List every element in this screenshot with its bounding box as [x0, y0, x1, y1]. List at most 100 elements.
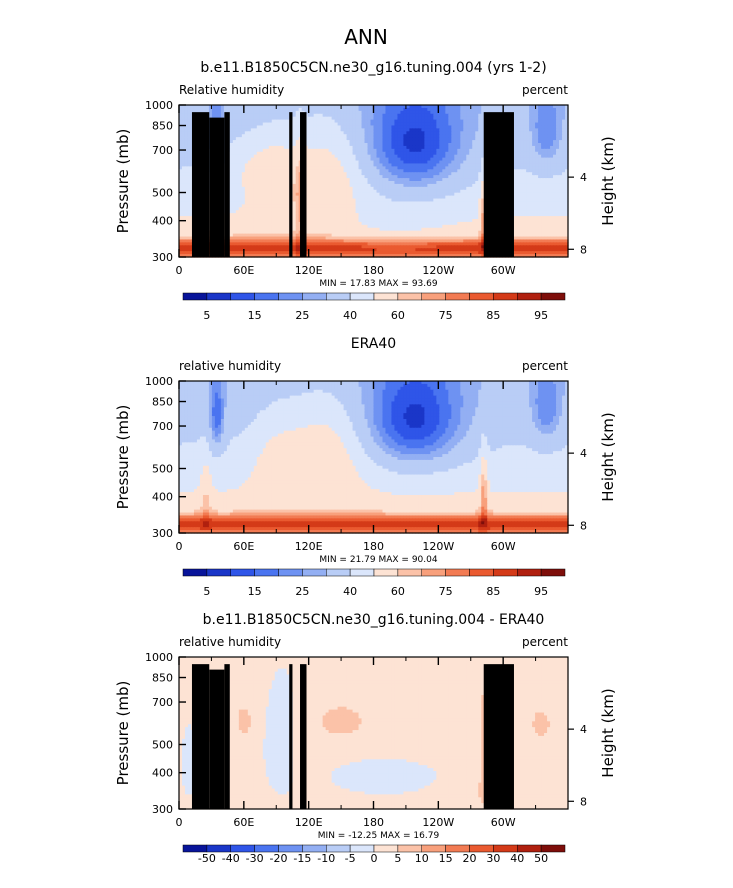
colorbar-label: -40: [222, 852, 240, 865]
y-tick-label: 850: [152, 672, 173, 685]
colorbar-swatch: [230, 292, 255, 301]
colorbar-swatch: [278, 568, 303, 577]
y-axis-label: Pressure (mb): [114, 681, 132, 786]
y-tick-label: 500: [152, 187, 173, 200]
colorbar-swatch: [302, 844, 327, 853]
height-tick-label: 8: [580, 795, 587, 808]
colorbar-swatch: [517, 568, 542, 577]
x-tick-label: 120W: [422, 540, 454, 553]
y-axis-label: Pressure (mb): [114, 129, 132, 234]
y-tick-label: 1000: [145, 375, 173, 388]
x-tick-label: 180: [363, 540, 384, 553]
x-tick-label: 60E: [233, 816, 254, 829]
colorbar-label: 95: [534, 585, 548, 598]
terrain-block-6: [483, 664, 514, 809]
x-tick-label: 180: [363, 816, 384, 829]
x-tick-label: 120W: [422, 264, 454, 277]
relative-humidity-field: [179, 381, 569, 534]
colorbar-swatch: [397, 568, 422, 577]
colorbar-swatch: [182, 292, 208, 301]
terrain-block-1: [191, 112, 210, 257]
colorbar-label: -10: [317, 852, 335, 865]
colorbar-swatch: [540, 292, 566, 301]
min-max-stats: MIN = 17.83 MAX = 93.69: [319, 279, 437, 289]
colorbar-label: 25: [295, 585, 309, 598]
colorbar-label: -30: [246, 852, 264, 865]
colorbar: 5 15 25 40 60 75 85 95: [182, 568, 566, 598]
colorbar-swatch: [349, 292, 375, 301]
y-tick-label: 400: [152, 215, 173, 228]
terrain-block-5: [300, 664, 307, 809]
colorbar-swatch: [326, 292, 351, 301]
colorbar-swatch: [445, 844, 470, 853]
x-tick-label: 60W: [491, 816, 516, 829]
colorbar-swatch: [493, 568, 518, 577]
y-tick-label: 1000: [145, 99, 173, 112]
y-tick-label: 700: [152, 144, 173, 157]
colorbar: 5 15 25 40 60 75 85 95: [182, 292, 566, 322]
terrain-block-6: [483, 112, 514, 257]
y-axis-label-right: Height (km): [599, 412, 617, 501]
x-tick-label: 120E: [295, 816, 323, 829]
y-tick-label: 300: [152, 527, 173, 540]
colorbar-label: 75: [439, 309, 453, 322]
y-tick-label: 300: [152, 251, 173, 264]
colorbar-swatch: [206, 568, 231, 577]
x-tick-label: 120E: [295, 264, 323, 277]
colorbar-swatch: [254, 292, 279, 301]
colorbar-label: 0: [371, 852, 378, 865]
y-axis-label-right: Height (km): [599, 136, 617, 225]
height-tick-label: 8: [580, 519, 587, 532]
panel-2: ERA40 relative humidity percent 0 60E 120E 180…: [114, 336, 617, 598]
colorbar-label: 20: [463, 852, 477, 865]
variable-label: relative humidity: [179, 359, 281, 373]
units-label: percent: [522, 359, 568, 373]
colorbar-swatch: [326, 844, 351, 853]
terrain-block-4: [289, 112, 293, 257]
y-tick-label: 700: [152, 696, 173, 709]
colorbar-swatch: [397, 292, 422, 301]
colorbar-swatch: [230, 844, 255, 853]
colorbar-swatch: [445, 568, 470, 577]
colorbar-label: 60: [391, 585, 405, 598]
colorbar-swatch: [469, 568, 494, 577]
colorbar-swatch: [421, 844, 446, 853]
colorbar-label: 5: [203, 585, 210, 598]
colorbar-label: 60: [391, 309, 405, 322]
colorbar-swatch: [182, 568, 208, 577]
colorbar-label: 85: [486, 309, 500, 322]
y-tick-label: 400: [152, 491, 173, 504]
colorbar-label: 50: [534, 852, 548, 865]
figure-title: ANN: [344, 25, 388, 49]
colorbar-swatch: [302, 292, 327, 301]
units-label: percent: [522, 83, 568, 97]
colorbar-swatch: [206, 844, 231, 853]
colorbar-label: 25: [295, 309, 309, 322]
min-max-stats: MIN = -12.25 MAX = 16.79: [318, 831, 440, 841]
colorbar-swatch: [373, 844, 399, 853]
colorbar-label: 40: [510, 852, 524, 865]
colorbar-swatch: [493, 844, 518, 853]
colorbar-swatch: [349, 568, 375, 577]
colorbar-label: 5: [203, 309, 210, 322]
colorbar-swatch: [206, 292, 231, 301]
x-tick-label: 0: [176, 264, 183, 277]
colorbar-swatch: [445, 292, 470, 301]
colorbar-swatch: [421, 292, 446, 301]
y-tick-label: 1000: [145, 651, 173, 664]
panel-title: b.e11.B1850C5CN.ne30_g16.tuning.004 - ER…: [203, 612, 545, 628]
panel-title: b.e11.B1850C5CN.ne30_g16.tuning.004 (yrs…: [200, 60, 546, 76]
colorbar-label: -50: [198, 852, 216, 865]
colorbar-swatch: [182, 844, 208, 853]
x-tick-label: 60E: [233, 264, 254, 277]
colorbar-swatch: [397, 844, 422, 853]
colorbar-swatch: [540, 568, 566, 577]
height-tick-label: 4: [580, 171, 587, 184]
y-tick-label: 850: [152, 120, 173, 133]
height-tick-label: 4: [580, 447, 587, 460]
panel-title: ERA40: [351, 336, 396, 352]
y-tick-label: 500: [152, 463, 173, 476]
colorbar-swatch: [302, 568, 327, 577]
colorbar-label: -15: [293, 852, 311, 865]
